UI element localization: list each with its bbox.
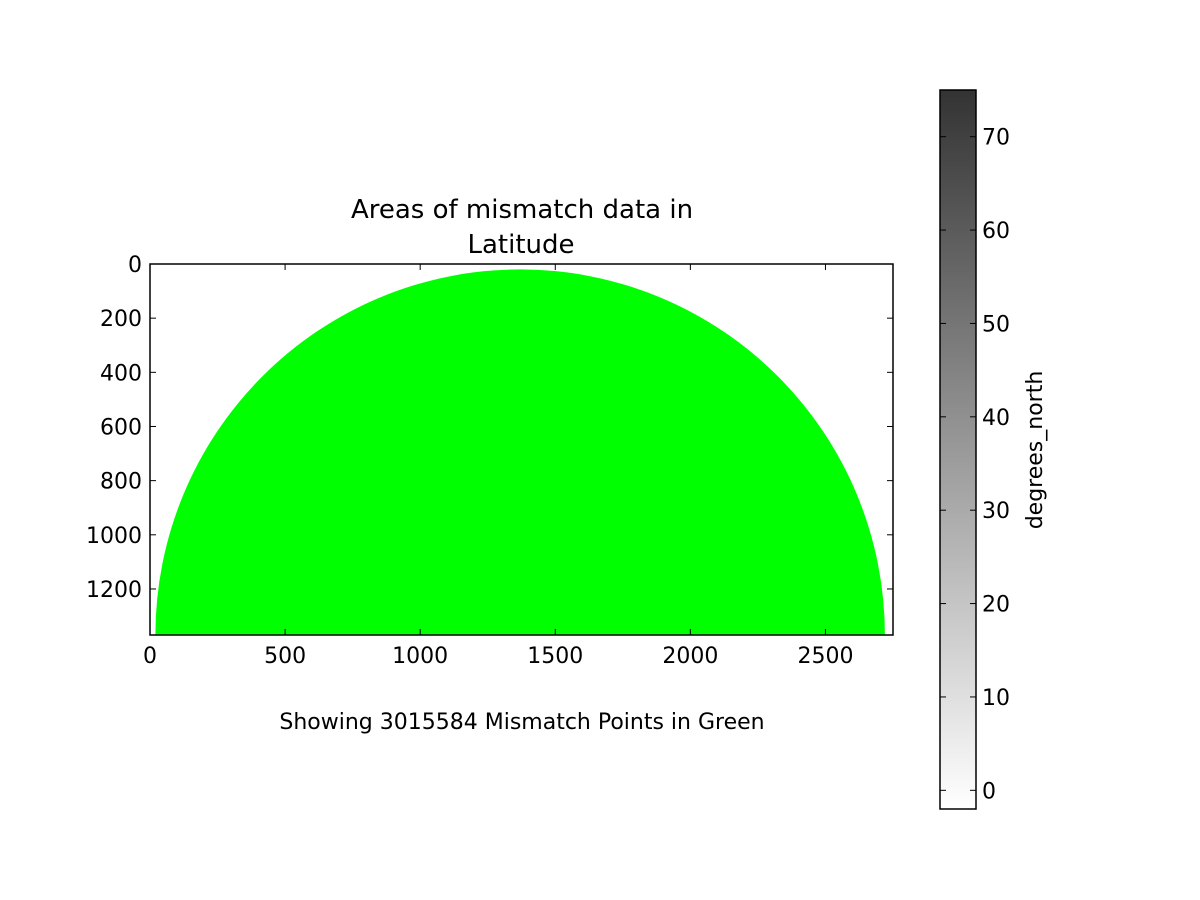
colorbar-label: degrees_north (1023, 371, 1048, 530)
colorbar-tick-label: 40 (982, 406, 1010, 431)
x-tick-label: 0 (143, 644, 157, 669)
x-axis: 0 500 1000 1500 2000 2500 (143, 264, 853, 669)
x-tick-label: 2500 (797, 644, 853, 669)
colorbar-tick-label: 50 (982, 312, 1010, 337)
colorbar-tick-label: 0 (982, 779, 996, 804)
colorbar-gradient (939, 89, 977, 810)
y-tick-label: 1000 (86, 524, 142, 549)
colorbar-tick-label: 30 (982, 499, 1010, 524)
x-axis-label: Showing 3015584 Mismatch Points in Green (279, 710, 764, 735)
y-tick-label: 200 (100, 307, 142, 332)
plot-area: 0 500 1000 1500 2000 2500 0 200 400 600 800 1000 12… (86, 253, 894, 669)
y-tick-label: 1200 (86, 578, 142, 603)
x-tick-label: 1500 (527, 644, 583, 669)
colorbar-tick-label: 20 (982, 593, 1010, 618)
colorbar: 0 10 20 30 40 50 60 70 degrees_north (939, 89, 1048, 810)
y-tick-label: 0 (128, 253, 142, 278)
y-tick-label: 400 (100, 361, 142, 386)
y-tick-label: 600 (100, 415, 142, 440)
x-tick-label: 1000 (392, 644, 448, 669)
colorbar-tick-label: 70 (982, 126, 1010, 151)
colorbar-ticks: 0 10 20 30 40 50 60 70 (940, 126, 1010, 804)
colorbar-tick-label: 10 (982, 686, 1010, 711)
x-tick-label: 2000 (662, 644, 718, 669)
plot-frame (149, 263, 894, 636)
mismatch-region (155, 269, 885, 635)
colorbar-tick-label: 60 (982, 219, 1010, 244)
chart-title-line-2: Latitude (467, 230, 574, 260)
y-axis: 0 200 400 600 800 1000 1200 (86, 253, 893, 603)
x-tick-label: 500 (264, 644, 306, 669)
chart-title-line-1: Areas of mismatch data in (351, 195, 693, 225)
y-tick-label: 800 (100, 470, 142, 495)
